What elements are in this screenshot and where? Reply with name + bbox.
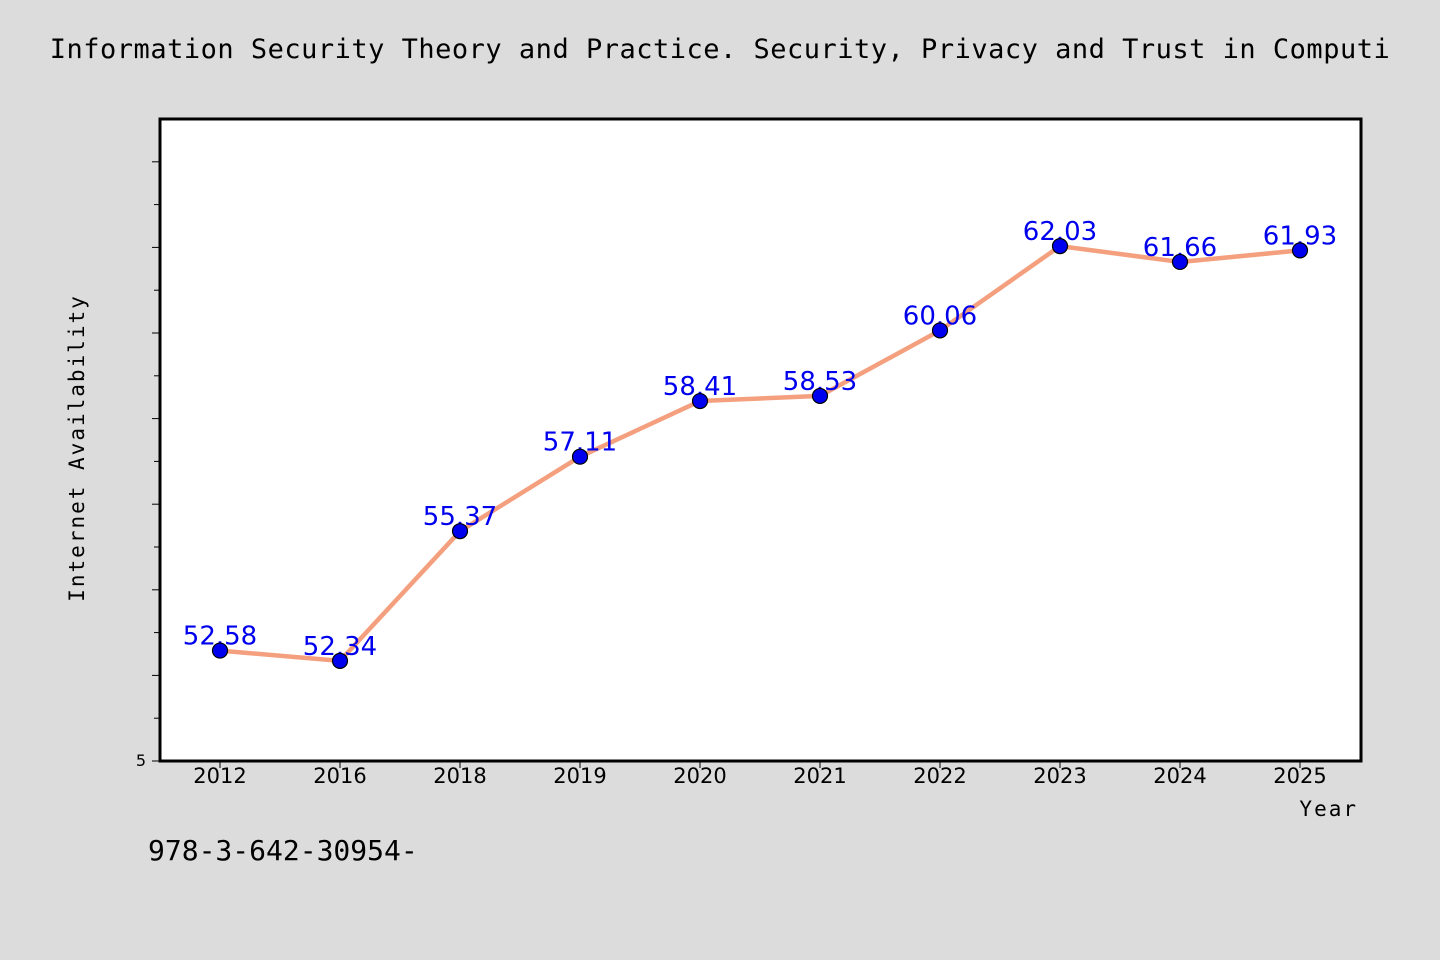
data-point	[1171, 253, 1189, 271]
plot-area	[160, 119, 1361, 761]
x-tick-label: 2024	[1153, 764, 1206, 788]
x-tick-label: 2021	[793, 764, 846, 788]
data-point	[451, 523, 469, 540]
data-point	[811, 387, 829, 405]
x-tick-label: 2020	[673, 764, 726, 788]
data-point	[691, 392, 709, 410]
x-tick-label: 2019	[553, 764, 606, 788]
data-point	[331, 652, 349, 669]
x-tick-label: 2025	[1273, 764, 1326, 788]
data-point	[211, 642, 229, 659]
chart-title: Information Security Theory and Practice…	[49, 34, 1391, 65]
y-axis-ticks: 5	[136, 161, 160, 770]
y-tick-label: 5	[136, 751, 146, 770]
data-point	[571, 448, 589, 465]
x-axis-label: Year	[1299, 797, 1358, 821]
x-tick-label: 2012	[193, 764, 246, 788]
data-point	[1291, 242, 1309, 259]
x-tick-label: 2018	[433, 764, 486, 788]
x-axis-ticks: 2012 2016 2018 2019 2020 2021 2022 2023 2024 2025	[193, 761, 1327, 788]
plot-frame	[158, 117, 1363, 763]
x-tick-label: 2022	[913, 764, 966, 788]
x-tick-label: 2016	[313, 764, 366, 788]
series-line	[219, 243, 1301, 664]
data-point	[931, 322, 949, 339]
footnote-isbn: 978-3-642-30954-	[148, 834, 418, 867]
x-tick-label: 2023	[1033, 764, 1086, 788]
data-point	[1051, 238, 1069, 255]
